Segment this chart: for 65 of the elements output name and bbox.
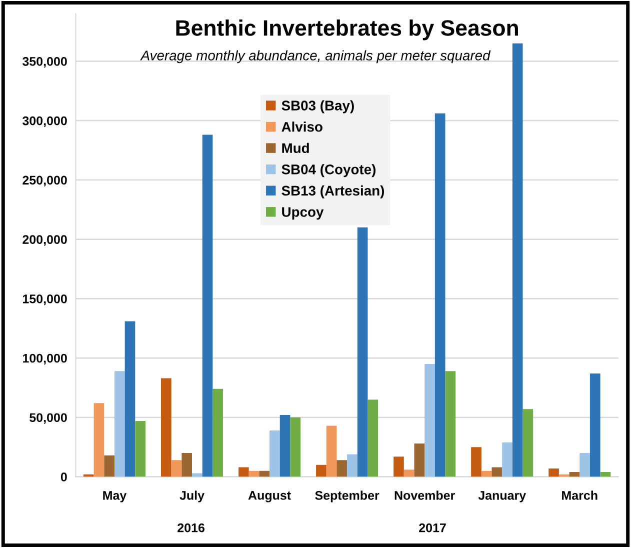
y-tick-label: 350,000 [22, 56, 67, 68]
legend-label: Mud [282, 142, 309, 154]
bar [347, 454, 358, 477]
x-tick-label: January [478, 491, 526, 502]
legend-label: Alviso [282, 122, 322, 132]
bar [192, 473, 202, 477]
legend-label: Upcoy [282, 207, 324, 220]
bar [124, 321, 136, 477]
bar [182, 453, 192, 477]
bar [522, 409, 534, 477]
bar [580, 453, 590, 477]
bar [569, 472, 580, 477]
x-tick-label: November [394, 490, 455, 500]
bar [548, 468, 559, 477]
bar [259, 470, 270, 477]
text: 2016 [178, 523, 204, 532]
bar [212, 388, 224, 477]
bar [600, 472, 611, 477]
y-tick-label: 200,000 [22, 235, 67, 246]
bar [434, 113, 446, 477]
legend-label: SB13 (Artesian) [282, 185, 384, 198]
bar [404, 470, 414, 477]
bar [270, 430, 280, 477]
bar [445, 371, 456, 477]
y-tick-label: 300,000 [22, 116, 67, 128]
bar [104, 455, 114, 477]
x-tick-label: July [180, 490, 204, 502]
bar [336, 460, 348, 477]
bar [238, 467, 249, 477]
bar [590, 373, 600, 477]
y-tick-label: 100,000 [22, 354, 67, 364]
bar [502, 442, 512, 477]
y-tick-label: 250,000 [22, 176, 67, 186]
bar [248, 470, 260, 477]
x-tick-label: August [248, 491, 291, 502]
x-tick-label: May [103, 491, 127, 502]
text: 2017 [419, 523, 446, 532]
legend-label: SB04 (Coyote) [282, 164, 376, 178]
bar [414, 444, 425, 477]
y-tick-label: 0 [60, 472, 67, 482]
legend-label: SB03 (Bay) [282, 100, 354, 114]
x-tick-label: September [315, 490, 380, 502]
bar [492, 467, 502, 477]
bar [114, 371, 125, 477]
bar [316, 464, 326, 477]
bar [368, 400, 378, 477]
bar [471, 447, 482, 477]
bar [481, 470, 492, 477]
bar [94, 403, 104, 477]
bar [290, 417, 301, 477]
bar [424, 364, 435, 477]
y-tick-label: 50,000 [30, 413, 67, 424]
bar [171, 460, 182, 477]
bar [394, 456, 404, 477]
bar [280, 415, 290, 477]
chart-title: Benthic Invertebrates by Season [176, 20, 518, 40]
y-tick-label: 150,000 [22, 294, 67, 306]
bar [160, 378, 172, 477]
bar [357, 227, 368, 477]
x-tick-label: March [562, 490, 598, 500]
bar [135, 420, 146, 477]
bar [326, 426, 337, 477]
bar [202, 134, 213, 477]
bar [512, 43, 523, 477]
text: Average monthly abundance, animals per meter squared [140, 50, 491, 64]
